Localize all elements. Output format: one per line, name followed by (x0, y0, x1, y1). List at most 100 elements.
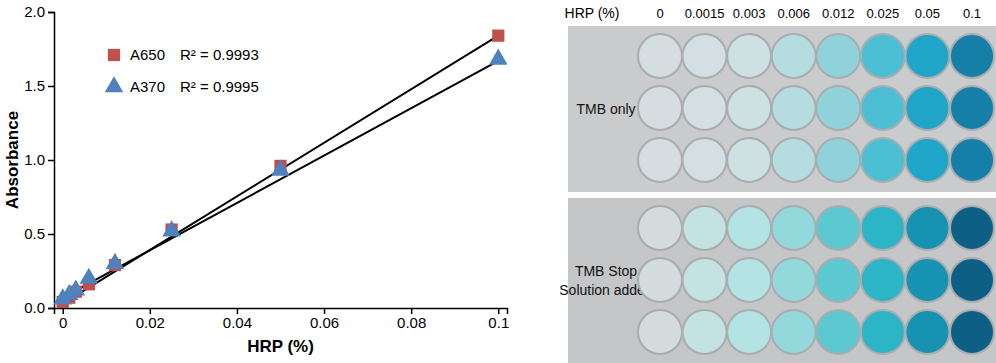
tick-label: 0.02 (136, 314, 165, 331)
well (950, 138, 994, 182)
well (905, 206, 949, 250)
tick-label: 1.0 (24, 151, 45, 168)
well (950, 258, 994, 302)
well (905, 34, 949, 78)
well (683, 206, 727, 250)
legend: A650R² = 0.9993A370R² = 0.9995 (105, 46, 259, 95)
column-label: 0.006 (777, 6, 810, 21)
data-point (489, 49, 507, 65)
well (727, 258, 771, 302)
well (950, 86, 994, 130)
well (638, 86, 682, 130)
y-axis-title: Absorbance (3, 111, 22, 209)
well (816, 206, 860, 250)
well (816, 138, 860, 182)
plate: HRP (%)00.00150.0030.0060.0120.0250.050.… (559, 5, 996, 363)
tick: 0.06 (310, 308, 339, 331)
block-label: TMB Stop (575, 263, 637, 279)
tick: 0.1 (488, 308, 509, 331)
tick-mark (48, 308, 54, 310)
well (772, 206, 816, 250)
data-point (162, 220, 181, 236)
well (905, 258, 949, 302)
tick-label: 0.04 (223, 314, 252, 331)
trend-line (63, 36, 499, 304)
tick-mark (48, 86, 54, 88)
well (638, 310, 682, 354)
tick: 2.0 (24, 3, 54, 20)
plot-area (54, 30, 507, 308)
axis-line (48, 13, 55, 309)
well (772, 310, 816, 354)
well (638, 206, 682, 250)
well (816, 310, 860, 354)
tick: 0.08 (397, 308, 426, 331)
tick: 1.0 (24, 151, 54, 168)
tick: 0.5 (24, 225, 54, 242)
well (638, 138, 682, 182)
well (861, 34, 905, 78)
legend-label: A650 (130, 46, 165, 63)
block-label: TMB only (576, 101, 635, 117)
well (905, 138, 949, 182)
x-axis-title: HRP (%) (247, 337, 314, 356)
well (727, 138, 771, 182)
well (816, 86, 860, 130)
plate-photo (568, 26, 996, 192)
column-label: 0 (656, 6, 663, 21)
legend-annotation: R² = 0.9995 (180, 78, 259, 95)
well (727, 206, 771, 250)
tick-label: 0 (59, 314, 67, 331)
well (905, 310, 949, 354)
column-label: 0.05 (915, 6, 940, 21)
well (683, 34, 727, 78)
well (950, 206, 994, 250)
well (905, 86, 949, 130)
data-point (492, 30, 504, 42)
tick-label: 0.0 (24, 299, 45, 316)
plate-header: HRP (%) (565, 5, 620, 21)
tick-mark (48, 160, 54, 162)
tick-mark (48, 12, 54, 14)
well (727, 310, 771, 354)
data-point (271, 160, 290, 176)
column-label: 0.1 (963, 6, 981, 21)
tick-label: 0.06 (310, 314, 339, 331)
axis: 0.00.51.01.52.0 (24, 3, 54, 316)
well (638, 258, 682, 302)
legend-marker (108, 49, 120, 61)
well (683, 86, 727, 130)
axis-line (55, 309, 508, 315)
figure: 00.020.040.060.080.10.00.51.01.52.0HRP (… (0, 0, 996, 363)
well (772, 138, 816, 182)
well (816, 258, 860, 302)
tick: 0 (59, 308, 67, 331)
well (772, 34, 816, 78)
well (861, 86, 905, 130)
tick-label: 0.5 (24, 225, 45, 242)
well (683, 310, 727, 354)
tick: 0.02 (136, 308, 165, 331)
column-label: 0.025 (867, 6, 900, 21)
trend-line (63, 61, 499, 298)
tick: 0.04 (223, 308, 252, 331)
well (638, 34, 682, 78)
tick-label: 2.0 (24, 3, 45, 20)
well (772, 258, 816, 302)
well (683, 138, 727, 182)
well (950, 310, 994, 354)
well (861, 206, 905, 250)
well (683, 258, 727, 302)
well (861, 258, 905, 302)
column-label: 0.003 (733, 6, 766, 21)
column-label: 0.012 (822, 6, 855, 21)
well (727, 34, 771, 78)
legend-marker (105, 76, 124, 92)
tick: 0.0 (24, 299, 54, 316)
data-point (80, 268, 99, 284)
tick-mark (48, 234, 54, 236)
well (816, 34, 860, 78)
plate-photo (568, 198, 996, 363)
well (727, 86, 771, 130)
legend-annotation: R² = 0.9993 (180, 46, 259, 63)
